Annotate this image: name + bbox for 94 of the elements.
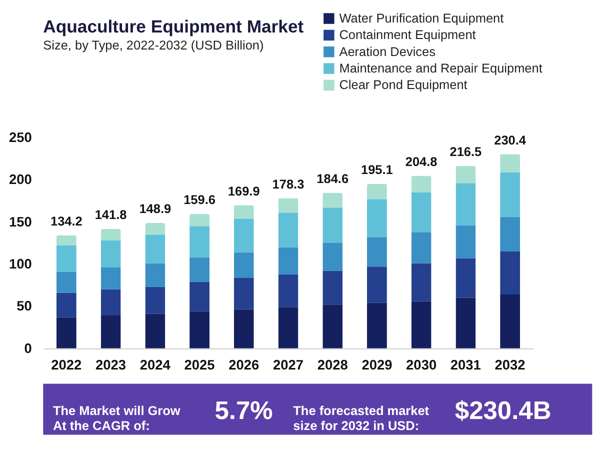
bar bbox=[278, 274, 298, 308]
bar bbox=[411, 192, 432, 232]
bar bbox=[56, 235, 76, 246]
bar bbox=[456, 166, 476, 184]
total-label: 195.1 bbox=[361, 162, 393, 178]
text: The Market will Grow At the CAGR of: bbox=[52, 403, 180, 433]
legend-label: Maintenance and Repair Equipment bbox=[339, 60, 543, 76]
total-label: 178.3 bbox=[272, 176, 304, 192]
bar bbox=[278, 198, 298, 213]
total-label: 169.9 bbox=[228, 183, 260, 198]
bar bbox=[100, 316, 121, 348]
bar bbox=[234, 278, 254, 310]
bar bbox=[456, 258, 476, 298]
legend-label: Water Purification Equipment bbox=[339, 10, 504, 26]
bar bbox=[411, 232, 432, 264]
bar bbox=[366, 199, 387, 238]
y-tick-label: 150 bbox=[8, 214, 32, 230]
y-tick-label: 200 bbox=[8, 172, 32, 188]
bar bbox=[100, 240, 121, 268]
y-tick-label: 100 bbox=[8, 256, 32, 272]
chart-title: Aquaculture Equipment Market bbox=[43, 16, 304, 37]
x-tick-label: 2023 bbox=[96, 358, 126, 372]
bar bbox=[145, 222, 166, 235]
bar bbox=[366, 237, 387, 267]
bar bbox=[500, 294, 520, 348]
total-label: 204.8 bbox=[405, 154, 438, 169]
bar bbox=[411, 176, 432, 192]
total-label: 216.5 bbox=[450, 144, 482, 160]
bar bbox=[366, 184, 387, 200]
y-tick-label: 250 bbox=[8, 130, 32, 146]
bar bbox=[190, 226, 210, 258]
bar bbox=[322, 304, 343, 348]
bar bbox=[278, 247, 298, 274]
bar bbox=[500, 251, 520, 294]
total-label: 134.2 bbox=[50, 213, 82, 228]
x-tick-label: 2025 bbox=[184, 358, 216, 372]
bar bbox=[145, 314, 166, 348]
x-tick-label: 2022 bbox=[51, 358, 82, 372]
bar bbox=[100, 267, 121, 290]
bar bbox=[456, 298, 476, 348]
bar bbox=[322, 270, 343, 305]
bar bbox=[56, 272, 76, 293]
bar bbox=[500, 216, 520, 252]
x-tick-label: 2029 bbox=[362, 358, 393, 372]
total-label: 184.6 bbox=[316, 170, 349, 186]
legend-label: Containment Equipment bbox=[339, 27, 476, 42]
bar bbox=[456, 183, 476, 226]
bar bbox=[278, 307, 298, 348]
text: $230.4B bbox=[454, 397, 552, 426]
bar bbox=[234, 309, 254, 348]
x-tick-label: 2027 bbox=[272, 358, 304, 372]
bar bbox=[100, 228, 121, 240]
bar bbox=[322, 243, 343, 271]
x-tick-label: 2024 bbox=[140, 358, 171, 372]
bar bbox=[456, 225, 476, 258]
x-tick-label: 2031 bbox=[450, 358, 482, 372]
bar bbox=[411, 263, 432, 302]
chart-subtitle: Size, by Type, 2022-2032 (USD Billion) bbox=[43, 37, 264, 52]
bar bbox=[500, 154, 520, 172]
bar bbox=[190, 311, 210, 348]
legend-label: Clear Pond Equipment bbox=[339, 77, 468, 92]
bar bbox=[145, 234, 166, 264]
bar bbox=[234, 205, 254, 219]
bar bbox=[366, 266, 387, 303]
total-label: 141.8 bbox=[94, 207, 127, 222]
bar bbox=[56, 292, 76, 318]
bar bbox=[100, 289, 121, 316]
bar bbox=[190, 282, 210, 312]
bar bbox=[145, 263, 166, 287]
bar bbox=[500, 172, 520, 217]
bar bbox=[234, 252, 254, 278]
legend-label: Aeration Devices bbox=[339, 44, 436, 59]
text: The forecasted market size for 2032 in USD: bbox=[293, 403, 430, 433]
x-tick-label: 2028 bbox=[317, 358, 348, 372]
bar bbox=[56, 317, 76, 348]
bar bbox=[190, 257, 210, 282]
total-label: 148.9 bbox=[139, 201, 172, 216]
x-tick-label: 2026 bbox=[228, 358, 260, 372]
x-tick-label: 2032 bbox=[494, 358, 526, 372]
bar bbox=[56, 246, 76, 272]
text: 5.7% bbox=[214, 397, 273, 426]
bar bbox=[190, 214, 210, 226]
total-label: 159.6 bbox=[184, 192, 216, 208]
bar bbox=[278, 212, 298, 248]
bar bbox=[145, 286, 166, 314]
total-label: 230.4 bbox=[494, 132, 527, 148]
bar bbox=[234, 218, 254, 252]
y-tick-label: 50 bbox=[16, 298, 32, 314]
bar bbox=[411, 301, 432, 348]
bar bbox=[322, 208, 343, 244]
x-tick-label: 2030 bbox=[406, 358, 437, 372]
y-tick-label: 0 bbox=[24, 340, 32, 356]
bar bbox=[322, 192, 343, 208]
bar bbox=[366, 302, 387, 348]
